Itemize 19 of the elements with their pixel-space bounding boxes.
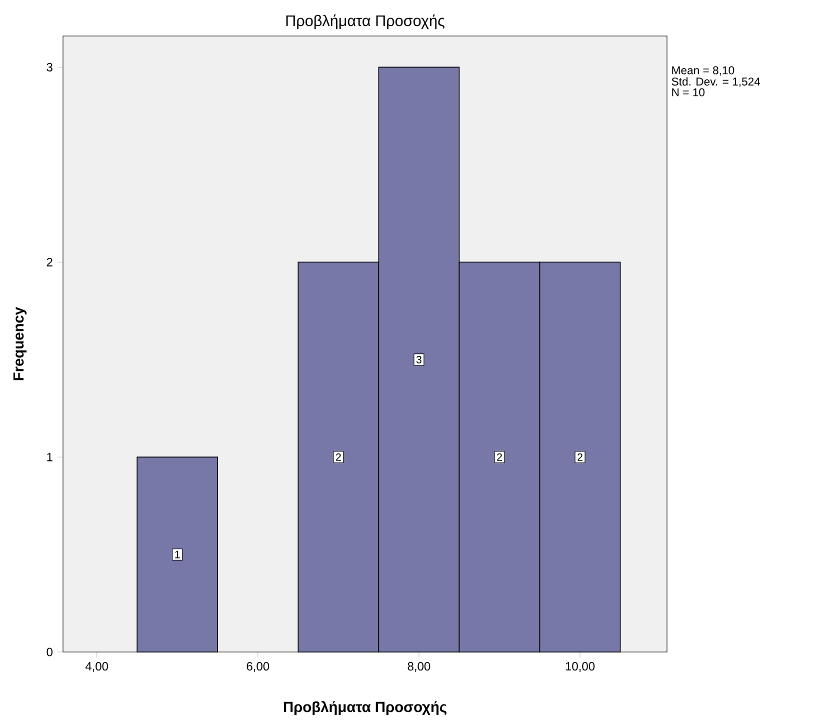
y-axis-title: Frequency [13,306,27,380]
text: Mean = 8,10 [672,66,734,76]
x-axis-title: Προβλήματα Προσοχής [284,701,446,716]
x-tick-label: 6,00 [246,662,270,672]
data-label: 2 [497,453,502,461]
text: Std. Dev. = 1,524 [672,77,760,87]
data-label: 1 [175,550,180,558]
y-tick-label: 2 [46,258,52,266]
text: N = 10 [672,88,705,96]
x-tick-label: 4,00 [85,662,108,672]
data-label: 2 [578,453,582,461]
x-tick-label: 10,00 [566,662,595,672]
y-tick-label: 1 [47,452,52,462]
y-tick-label: 0 [46,648,52,656]
x-tick-label: 8,00 [408,662,430,672]
y-tick-label: 3 [46,62,52,72]
data-label: 2 [336,453,341,461]
data-label: 3 [416,356,422,364]
chart-title: Προβλήματα Προσοχής [286,14,444,30]
